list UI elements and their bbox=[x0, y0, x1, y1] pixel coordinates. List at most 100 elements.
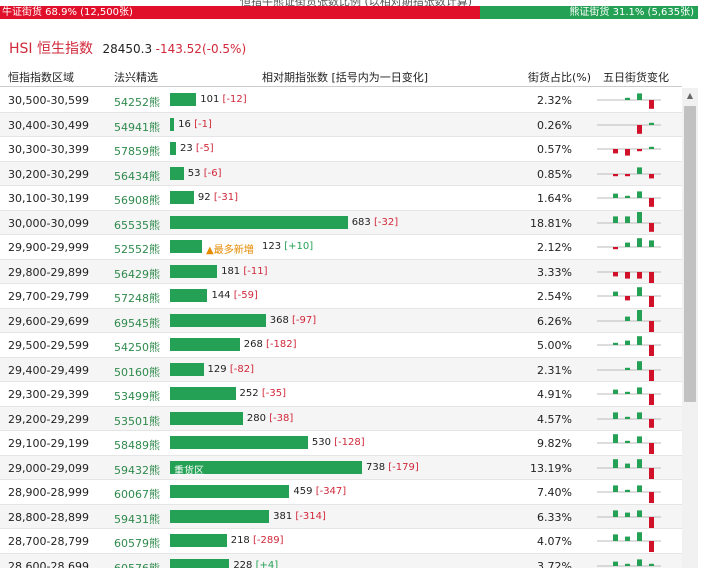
sparkline-bar bbox=[649, 541, 654, 552]
sparkline-bar bbox=[637, 411, 642, 419]
contracts-bar bbox=[170, 166, 184, 180]
table-row[interactable]: 30,300-30,399 57859熊 23 [-5] 0.57% bbox=[0, 137, 682, 162]
table-row[interactable]: 30,200-30,299 56434熊 53 [-6] 0.85% bbox=[0, 161, 682, 186]
row-warrant-code[interactable]: 56429熊 bbox=[114, 267, 160, 281]
contracts-label: 368 [-97] bbox=[269, 314, 317, 326]
row-warrant-code[interactable]: 56908熊 bbox=[114, 194, 160, 207]
contracts-label: 181 [-11] bbox=[221, 265, 268, 277]
table-row[interactable]: 29,300-29,399 53499熊 252 [-35] 4.91% bbox=[0, 382, 682, 407]
row-warrant-code[interactable]: 50160熊 bbox=[114, 365, 160, 379]
sparkline-bar bbox=[613, 342, 618, 345]
sparkline-bar bbox=[637, 387, 642, 394]
five-day-sparkline bbox=[597, 211, 661, 232]
sparkline-bar bbox=[637, 336, 642, 345]
scrollbar[interactable]: ▲ bbox=[682, 88, 698, 568]
row-range: 29,200-29,299 bbox=[8, 412, 89, 426]
daily-change: [-6] bbox=[203, 167, 222, 179]
contracts-label: 381 [-314] bbox=[273, 510, 326, 522]
row-range: 29,400-29,499 bbox=[8, 363, 89, 377]
row-warrant-code[interactable]: 60579熊 bbox=[114, 537, 160, 550]
table-row[interactable]: 29,800-29,899 56429熊 181 [-11] 3.33% bbox=[0, 259, 682, 284]
sparkline-bar bbox=[625, 391, 630, 394]
table-row[interactable]: 30,500-30,599 54252熊 101 [-12] 2.32% bbox=[0, 88, 682, 113]
table-row[interactable]: 29,900-29,999 52552熊 ▲最多新増 123 [+10] 2.12% bbox=[0, 235, 682, 260]
contracts-bar bbox=[170, 313, 266, 327]
five-day-sparkline bbox=[597, 411, 661, 428]
daily-change: [-59] bbox=[233, 290, 258, 301]
five-day-sparkline bbox=[597, 309, 661, 332]
row-warrant-code[interactable]: 60576熊 bbox=[114, 561, 160, 568]
five-day-sparkline bbox=[597, 458, 661, 479]
row-share: 0.57% bbox=[537, 143, 572, 156]
row-warrant-code[interactable]: 59432熊 bbox=[114, 463, 160, 477]
five-day-sparkline bbox=[597, 532, 661, 552]
table-row[interactable]: 29,400-29,499 50160熊 129 [-82] 2.31% bbox=[0, 357, 682, 382]
row-warrant-code[interactable]: 69545熊 bbox=[114, 316, 160, 330]
table-row[interactable]: 30,100-30,199 56908熊 92 [-31] 1.64% bbox=[0, 186, 682, 211]
row-range: 30,400-30,499 bbox=[8, 118, 89, 132]
row-range: 30,300-30,399 bbox=[8, 143, 89, 156]
row-share: 0.26% bbox=[537, 118, 572, 132]
sparkline-bar bbox=[637, 532, 642, 541]
row-range: 29,500-29,599 bbox=[8, 339, 89, 352]
five-day-sparkline bbox=[597, 485, 661, 503]
sparkline-bar bbox=[637, 166, 642, 174]
sparkline-bar bbox=[637, 558, 642, 566]
row-range: 28,700-28,799 bbox=[8, 535, 89, 548]
row-warrant-code[interactable]: 58489熊 bbox=[114, 439, 160, 452]
row-warrant-code[interactable]: 60067熊 bbox=[114, 488, 160, 501]
scroll-thumb[interactable] bbox=[684, 106, 696, 402]
contracts-bar bbox=[170, 191, 194, 204]
table-row[interactable]: 28,800-28,899 59431熊 381 [-314] 6.33% bbox=[0, 504, 682, 529]
contracts-bar bbox=[170, 387, 236, 400]
row-warrant-code[interactable]: 54941熊 bbox=[114, 120, 160, 134]
table-row[interactable]: 29,200-29,299 53501熊 280 [-38] 4.57% bbox=[0, 406, 682, 431]
sparkline-bar bbox=[613, 173, 618, 176]
sparkline-bar bbox=[649, 198, 654, 207]
sparkline-bar bbox=[637, 458, 642, 468]
row-range: 28,800-28,899 bbox=[8, 510, 89, 524]
table-row[interactable]: 28,900-28,999 60067熊 459 [-347] 7.40% bbox=[0, 480, 682, 505]
sparkline-bar bbox=[637, 238, 642, 247]
row-share: 0.85% bbox=[537, 167, 572, 181]
daily-change: [-32] bbox=[373, 216, 399, 228]
contracts-label: 459 [-347] bbox=[293, 486, 347, 497]
header-five-day: 五日街货变化 bbox=[603, 71, 669, 84]
table-row[interactable]: 29,000-29,099 59432熊 重货区 738 [-179] 13.19% bbox=[0, 455, 682, 480]
row-warrant-code[interactable]: 57859熊 bbox=[114, 145, 160, 158]
contracts-bar bbox=[170, 460, 362, 474]
contracts-label: 144 [-59] bbox=[211, 290, 258, 301]
row-warrant-code[interactable]: 52552熊 bbox=[114, 243, 160, 256]
row-warrant-code[interactable]: 65535熊 bbox=[114, 218, 160, 232]
table-row[interactable]: 29,100-29,199 58489熊 530 [-128] 9.82% bbox=[0, 431, 682, 456]
row-warrant-code[interactable]: 56434熊 bbox=[114, 169, 160, 183]
row-warrant-code[interactable]: 53499熊 bbox=[114, 390, 160, 403]
row-share: 9.82% bbox=[537, 437, 572, 450]
sparkline-bar bbox=[625, 367, 630, 370]
table-row[interactable]: 29,500-29,599 54250熊 268 [-182] 5.00% bbox=[0, 333, 682, 358]
header-share: 街货占比(%) bbox=[528, 71, 592, 84]
contracts-label: 101 [-12] bbox=[200, 94, 247, 105]
table-row[interactable]: 28,700-28,799 60579熊 218 [-289] 4.07% bbox=[0, 529, 682, 554]
index-name: HSI 恒生指数 bbox=[9, 41, 93, 57]
row-warrant-code[interactable]: 54250熊 bbox=[114, 341, 160, 354]
sparkline-bar bbox=[649, 222, 654, 232]
sparkline-bar bbox=[625, 489, 630, 492]
five-day-sparkline bbox=[597, 93, 661, 109]
row-share: 4.07% bbox=[537, 535, 572, 548]
daily-change: [-1] bbox=[194, 118, 212, 130]
table-row[interactable]: 29,700-29,799 57248熊 144 [-59] 2.54% bbox=[0, 284, 682, 309]
table-row[interactable]: 29,600-29,699 69545熊 368 [-97] 6.26% bbox=[0, 308, 682, 333]
table-row[interactable]: 30,000-30,099 65535熊 683 [-32] 18.81% bbox=[0, 210, 682, 235]
row-warrant-code[interactable]: 59431熊 bbox=[114, 512, 160, 526]
daily-change: [-31] bbox=[213, 192, 238, 203]
scroll-up-icon[interactable]: ▲ bbox=[686, 91, 694, 100]
row-warrant-code[interactable]: 57248熊 bbox=[114, 292, 160, 305]
five-day-sparkline bbox=[597, 166, 661, 178]
sparkline-bar bbox=[613, 271, 618, 276]
row-warrant-code[interactable]: 54252熊 bbox=[114, 96, 160, 109]
table-row[interactable]: 30,400-30,499 54941熊 16 [-1] 0.26% bbox=[0, 112, 682, 137]
sparkline-bar bbox=[613, 561, 618, 566]
row-warrant-code[interactable]: 53501熊 bbox=[114, 414, 160, 428]
table-row[interactable]: 28,600-28,699 60576熊 228 [+4] 3.72% bbox=[0, 553, 682, 568]
